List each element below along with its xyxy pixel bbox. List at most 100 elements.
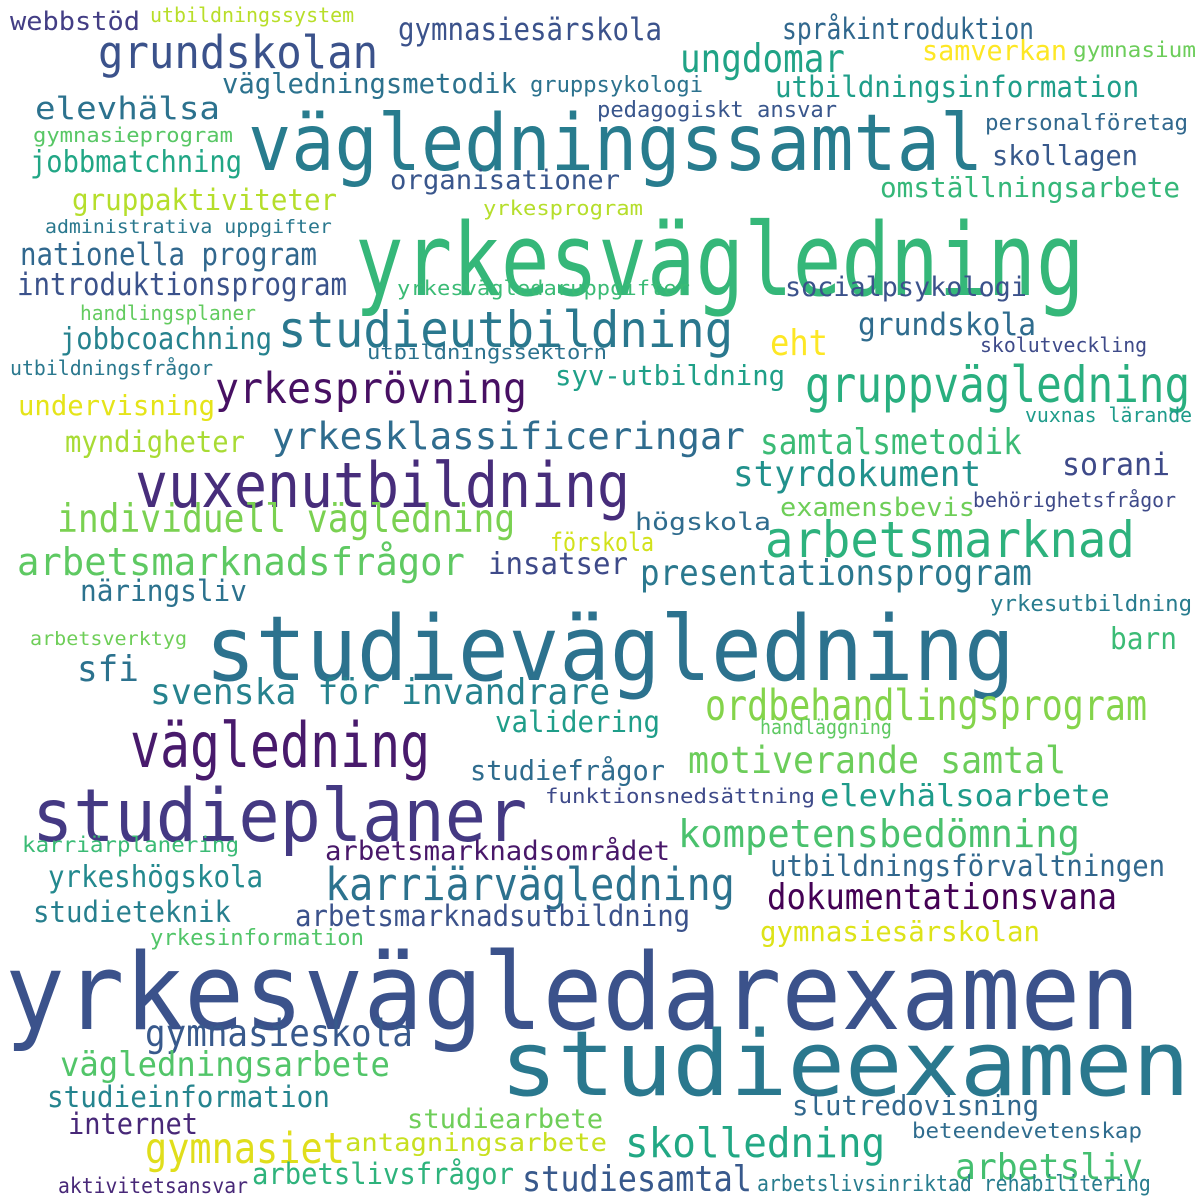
word-cloud-word: skolutveckling: [980, 333, 1148, 357]
word-cloud-word: elevhälsoarbete: [820, 779, 1110, 814]
word-cloud-word: insatser: [488, 547, 629, 582]
word-cloud-word: arbetsmarknadsområdet: [325, 836, 671, 867]
word-cloud-word: organisationer: [390, 165, 621, 196]
word-cloud-word: studieexamen: [500, 1012, 1190, 1117]
word-cloud-word: nationella program: [20, 237, 317, 273]
word-cloud-word: internet: [68, 1107, 199, 1141]
word-cloud-word: utbildningssektorn: [367, 340, 607, 364]
word-cloud-word: karriärvägledning: [325, 858, 735, 911]
word-cloud-word: gymnasieprogram: [33, 123, 233, 147]
word-cloud-word: förskola: [550, 528, 654, 558]
word-cloud-word: studieplaner: [32, 774, 528, 859]
word-cloud-word: antagningsarbete: [345, 1128, 608, 1157]
word-cloud-word: karriärplanering: [22, 833, 240, 857]
word-cloud-word: handläggning: [760, 715, 892, 739]
word-cloud-word: socialpsykologi: [785, 272, 1027, 303]
word-cloud-word: individuell vägledning: [57, 497, 516, 542]
word-cloud-word: gymnasieskola: [145, 1012, 413, 1055]
word-cloud-word: studiesamtal: [522, 1159, 752, 1200]
word-cloud-word: yrkesprogram: [483, 196, 643, 220]
word-cloud-word: presentationsprogram: [640, 553, 1032, 594]
word-cloud-word: vägledning: [130, 709, 431, 782]
word-cloud-word: studiearbete: [407, 1104, 604, 1135]
word-cloud-word: utbildningsförvaltningen: [770, 849, 1166, 883]
word-cloud-word: yrkesvägledarexamen: [5, 931, 1140, 1054]
word-cloud-word: utbildningsfrågor: [10, 356, 214, 380]
word-cloud-word: jobbcoachning: [60, 322, 273, 357]
word-cloud-word: studievägledning: [205, 597, 1015, 702]
word-cloud-word: grundskola: [858, 307, 1037, 343]
word-cloud-word: jobbmatchning: [30, 145, 243, 180]
word-cloud-word: examensbevis: [780, 493, 975, 523]
word-cloud-word: pedagogiskt ansvar: [597, 98, 838, 123]
word-cloud-word: arbetsliv: [955, 1147, 1144, 1188]
word-cloud-word: gymnasiesärskola: [398, 12, 662, 48]
word-cloud-word: arbetsverktyg: [30, 628, 188, 650]
word-cloud-word: beteendevetenskap: [912, 1119, 1142, 1143]
word-cloud-word: personalföretag: [985, 111, 1189, 136]
word-cloud-word: vägledningssamtal: [248, 99, 984, 189]
word-cloud-word: gymnasium: [1073, 38, 1197, 62]
word-cloud-word: arbetsmarknad: [765, 511, 1135, 569]
word-cloud-word: funktionsnedsättning: [545, 784, 815, 808]
word-cloud-word: slutredovisning: [792, 1089, 1040, 1122]
word-cloud-word: studieteknik: [33, 895, 231, 929]
word-cloud-word: yrkesutbildning: [990, 592, 1193, 617]
word-cloud-word: vuxenutbildning: [135, 449, 630, 522]
word-cloud-word: studiefrågor: [470, 754, 666, 787]
word-cloud-word: gymnasiet: [145, 1124, 345, 1174]
word-cloud-word: administrativa uppgifter: [45, 216, 332, 238]
word-cloud-word: vägledningsarbete: [60, 1045, 390, 1085]
word-cloud-word: yrkesinformation: [150, 926, 365, 951]
word-cloud-word: validering: [495, 705, 661, 739]
word-cloud-word: vuxnas lärande: [1025, 403, 1193, 427]
word-cloud-word: yrkesvägledaruppgifter: [397, 276, 690, 300]
word-cloud-word: grundskolan: [98, 26, 379, 79]
word-cloud-word: yrkesprövning: [215, 364, 527, 414]
word-cloud-word: aktivitetsansvar: [58, 1174, 248, 1198]
word-cloud-word: gruppaktiviteter: [72, 183, 338, 217]
word-cloud-word: arbetsmarknadsfrågor: [17, 540, 465, 584]
word-cloud-word: styrdokument: [733, 454, 982, 495]
word-cloud-word: språkintroduktion: [782, 12, 1034, 46]
word-cloud-word: myndigheter: [65, 425, 245, 459]
word-cloud-word: skollagen: [992, 139, 1138, 172]
word-cloud-word: syv-utbildning: [555, 359, 786, 392]
word-cloud-word: sorani: [1062, 447, 1170, 483]
word-cloud-word: sfi: [77, 649, 139, 690]
word-cloud-word: arbetslivsfrågor: [252, 1157, 515, 1191]
word-cloud-word: yrkesvägledning: [355, 201, 1085, 319]
word-cloud-word: svenska för invandrare: [150, 672, 611, 713]
word-cloud-word: skolledning: [625, 1119, 886, 1167]
word-cloud-word: högskola: [635, 508, 772, 536]
word-cloud-word: behörighetsfrågor: [973, 488, 1177, 512]
word-cloud-word: utbildningssystem: [150, 3, 355, 27]
word-cloud-word: näringsliv: [80, 574, 247, 608]
word-cloud-word: gymnasiesärskolan: [760, 915, 1040, 948]
word-cloud-word: vägledningsmetodik: [222, 67, 517, 100]
word-cloud-word: webbstöd: [10, 7, 140, 37]
word-cloud-word: gruppsykologi: [530, 73, 704, 98]
word-cloud-word: ungdomar: [680, 37, 845, 82]
word-cloud-word: yrkesklassificeringar: [272, 415, 745, 458]
word-cloud-word: handlingsplaner: [80, 301, 256, 325]
word-cloud-word: gruppvägledning: [805, 356, 1191, 414]
word-cloud-word: omställningsarbete: [880, 171, 1181, 204]
word-cloud-word: eht: [770, 323, 829, 364]
word-cloud-word: samverkan: [922, 34, 1068, 67]
word-cloud-word: utbildningsinformation: [775, 70, 1140, 104]
word-cloud-word: barn: [1110, 622, 1177, 657]
word-cloud-word: introduktionsprogram: [17, 267, 347, 303]
word-cloud-word: arbetsmarknadsutbildning: [295, 899, 691, 933]
word-cloud-word: samtalsmetodik: [760, 422, 1022, 463]
word-cloud-word: arbetslivsinriktad rehabilitering: [757, 1172, 1151, 1197]
word-cloud-word: studieinformation: [47, 1080, 330, 1114]
word-cloud-word: ordbehandlingsprogram: [705, 681, 1147, 731]
word-cloud-word: motiverande samtal: [688, 739, 1067, 782]
word-cloud-word: undervisning: [18, 389, 216, 422]
word-cloud-word: kompetensbedömning: [678, 812, 1080, 856]
word-cloud-word: elevhälsa: [35, 91, 220, 127]
word-cloud-word: dokumentationsvana: [767, 877, 1117, 918]
word-cloud-word: yrkeshögskola: [48, 860, 264, 895]
